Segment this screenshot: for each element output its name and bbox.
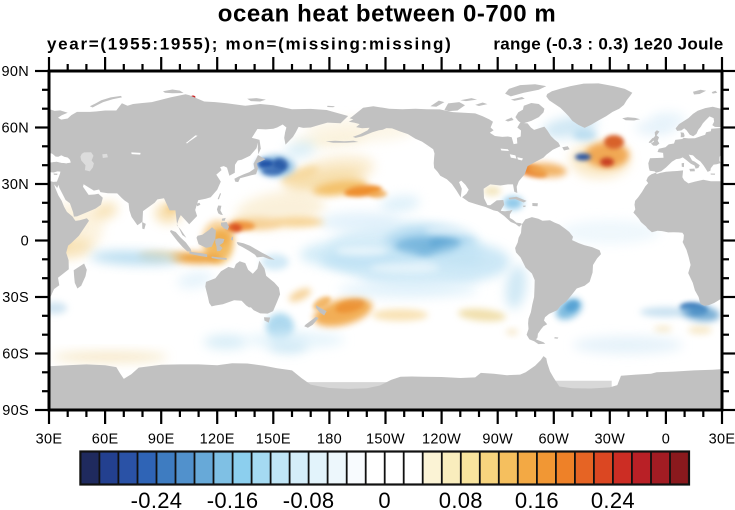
svg-text:120E: 120E bbox=[200, 432, 235, 448]
svg-text:180: 180 bbox=[317, 432, 342, 448]
svg-text:60N: 60N bbox=[2, 121, 30, 137]
svg-text:-0.16: -0.16 bbox=[207, 488, 259, 510]
svg-text:range (-0.3 : 0.3) 1e20 Joule: range (-0.3 : 0.3) 1e20 Joule bbox=[493, 35, 723, 54]
svg-text:0: 0 bbox=[21, 234, 29, 250]
svg-text:0.16: 0.16 bbox=[515, 488, 559, 510]
svg-text:90N: 90N bbox=[2, 64, 30, 80]
svg-text:ocean heat between 0-700 m: ocean heat between 0-700 m bbox=[218, 1, 556, 28]
svg-text:30W: 30W bbox=[594, 432, 625, 448]
svg-text:60W: 60W bbox=[538, 432, 569, 448]
svg-text:30N: 30N bbox=[2, 177, 30, 193]
svg-text:150W: 150W bbox=[366, 432, 405, 448]
svg-text:60E: 60E bbox=[92, 432, 119, 448]
svg-text:0: 0 bbox=[662, 432, 670, 448]
svg-text:90W: 90W bbox=[482, 432, 513, 448]
svg-text:30E: 30E bbox=[709, 432, 735, 448]
svg-text:60S: 60S bbox=[2, 347, 29, 363]
svg-text:-0.08: -0.08 bbox=[283, 488, 335, 510]
svg-text:30S: 30S bbox=[2, 290, 29, 306]
svg-text:0.24: 0.24 bbox=[591, 488, 635, 510]
svg-text:150E: 150E bbox=[256, 432, 291, 448]
svg-text:90S: 90S bbox=[2, 403, 29, 419]
svg-text:120W: 120W bbox=[422, 432, 461, 448]
svg-text:-0.24: -0.24 bbox=[131, 488, 183, 510]
svg-text:0: 0 bbox=[378, 488, 391, 510]
svg-text:30E: 30E bbox=[36, 432, 63, 448]
svg-text:90E: 90E bbox=[148, 432, 175, 448]
svg-text:year=(1955:1955); mon=(missing: year=(1955:1955); mon=(missing:missing) bbox=[47, 35, 453, 54]
svg-text:0.08: 0.08 bbox=[439, 488, 483, 510]
